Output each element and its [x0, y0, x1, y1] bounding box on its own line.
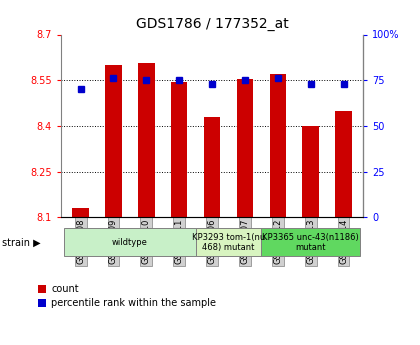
Bar — [270, 74, 286, 217]
Bar — [335, 111, 352, 217]
Bar — [138, 63, 155, 217]
Bar — [261, 228, 360, 256]
Text: KP3293 tom-1(nu
468) mutant: KP3293 tom-1(nu 468) mutant — [192, 233, 265, 252]
Text: KP3365 unc-43(n1186)
mutant: KP3365 unc-43(n1186) mutant — [262, 233, 359, 252]
Bar — [72, 208, 89, 217]
Text: wildtype: wildtype — [112, 238, 148, 247]
Text: strain ▶: strain ▶ — [2, 238, 41, 248]
Legend: count, percentile rank within the sample: count, percentile rank within the sample — [39, 284, 216, 308]
Bar — [204, 117, 220, 217]
Bar — [237, 79, 253, 217]
Bar — [105, 65, 122, 217]
Bar — [64, 228, 196, 256]
Bar — [196, 228, 261, 256]
Title: GDS1786 / 177352_at: GDS1786 / 177352_at — [136, 17, 289, 31]
Bar — [171, 82, 187, 217]
Bar — [302, 126, 319, 217]
